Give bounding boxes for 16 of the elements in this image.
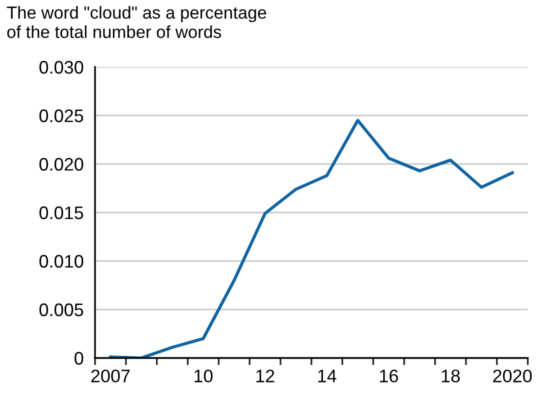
x-tick-label: 2020	[493, 370, 532, 382]
x-tick-label: 12	[256, 370, 274, 382]
x-tick-label: 18	[442, 370, 460, 382]
y-tick-label: 0.025	[39, 109, 84, 122]
x-tick-label: 10	[194, 370, 213, 382]
chart-title: The word "cloud" as a percentage of the total number of words	[6, 6, 266, 38]
y-tick-label: 0.010	[39, 254, 84, 268]
y-tick-label: 0.030	[39, 60, 84, 74]
line-series	[108, 118, 514, 358]
y-tick-label: 0.020	[39, 158, 84, 171]
x-tick-label: 2007	[91, 370, 130, 382]
x-tick-label: 16	[380, 370, 398, 382]
y-tick-label: 0.005	[39, 303, 84, 316]
y-tick-label: 0	[74, 352, 84, 365]
x-tick-label: 14	[318, 370, 336, 382]
y-tick-label: 0.015	[39, 206, 84, 220]
